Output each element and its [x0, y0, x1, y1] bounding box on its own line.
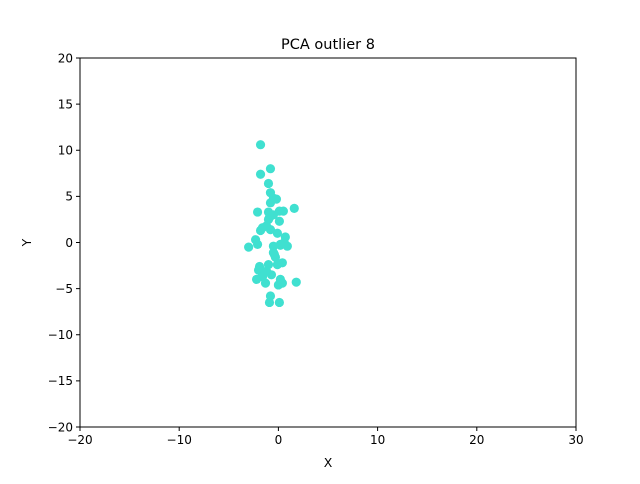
data-point [260, 278, 271, 288]
data-point [273, 280, 283, 290]
data-point [282, 241, 292, 251]
data-point [255, 169, 266, 179]
x-tick-label: −20 [67, 433, 92, 447]
y-tick-label: 0 [65, 236, 73, 250]
x-tick-label: −10 [167, 433, 192, 447]
data-point [252, 239, 263, 249]
data-point [255, 225, 266, 236]
data-point [272, 228, 283, 238]
data-point [251, 274, 262, 284]
x-tick-label: 10 [370, 433, 385, 447]
x-tick-label: 30 [568, 433, 583, 447]
data-point [252, 207, 263, 217]
y-tick-label: 20 [58, 51, 73, 65]
data-point [268, 241, 279, 251]
data-point [274, 216, 284, 226]
data-point [255, 140, 266, 150]
y-tick-label: 10 [58, 144, 73, 158]
data-point [278, 206, 288, 216]
data-point [266, 270, 277, 280]
data-point [265, 198, 276, 208]
x-axis: −20 −10 0 10 20 30 [67, 427, 584, 447]
data-point [244, 242, 254, 252]
chart-title: PCA outlier 8 [281, 37, 375, 53]
data-points [244, 140, 301, 308]
data-point [265, 164, 276, 174]
data-point [264, 297, 275, 308]
x-axis-label: X [324, 455, 333, 470]
y-tick-label: 5 [65, 190, 73, 204]
data-point [265, 224, 276, 235]
data-point [289, 203, 299, 213]
y-tick-label: −10 [48, 328, 73, 342]
y-tick-label: −5 [55, 282, 73, 296]
x-tick-label: 20 [469, 433, 484, 447]
data-point [270, 252, 281, 262]
y-tick-label: −15 [48, 374, 73, 388]
x-tick-label: 0 [275, 433, 283, 447]
data-point [275, 240, 285, 250]
y-tick-label: 15 [58, 97, 73, 111]
data-point [272, 260, 283, 270]
y-tick-label: −20 [48, 420, 73, 434]
data-point [274, 297, 284, 308]
y-axis-label: Y [19, 238, 34, 247]
y-axis: −20 −15 −10 −5 0 5 10 15 20 [48, 51, 80, 434]
data-point [263, 178, 274, 189]
data-point [291, 277, 301, 287]
